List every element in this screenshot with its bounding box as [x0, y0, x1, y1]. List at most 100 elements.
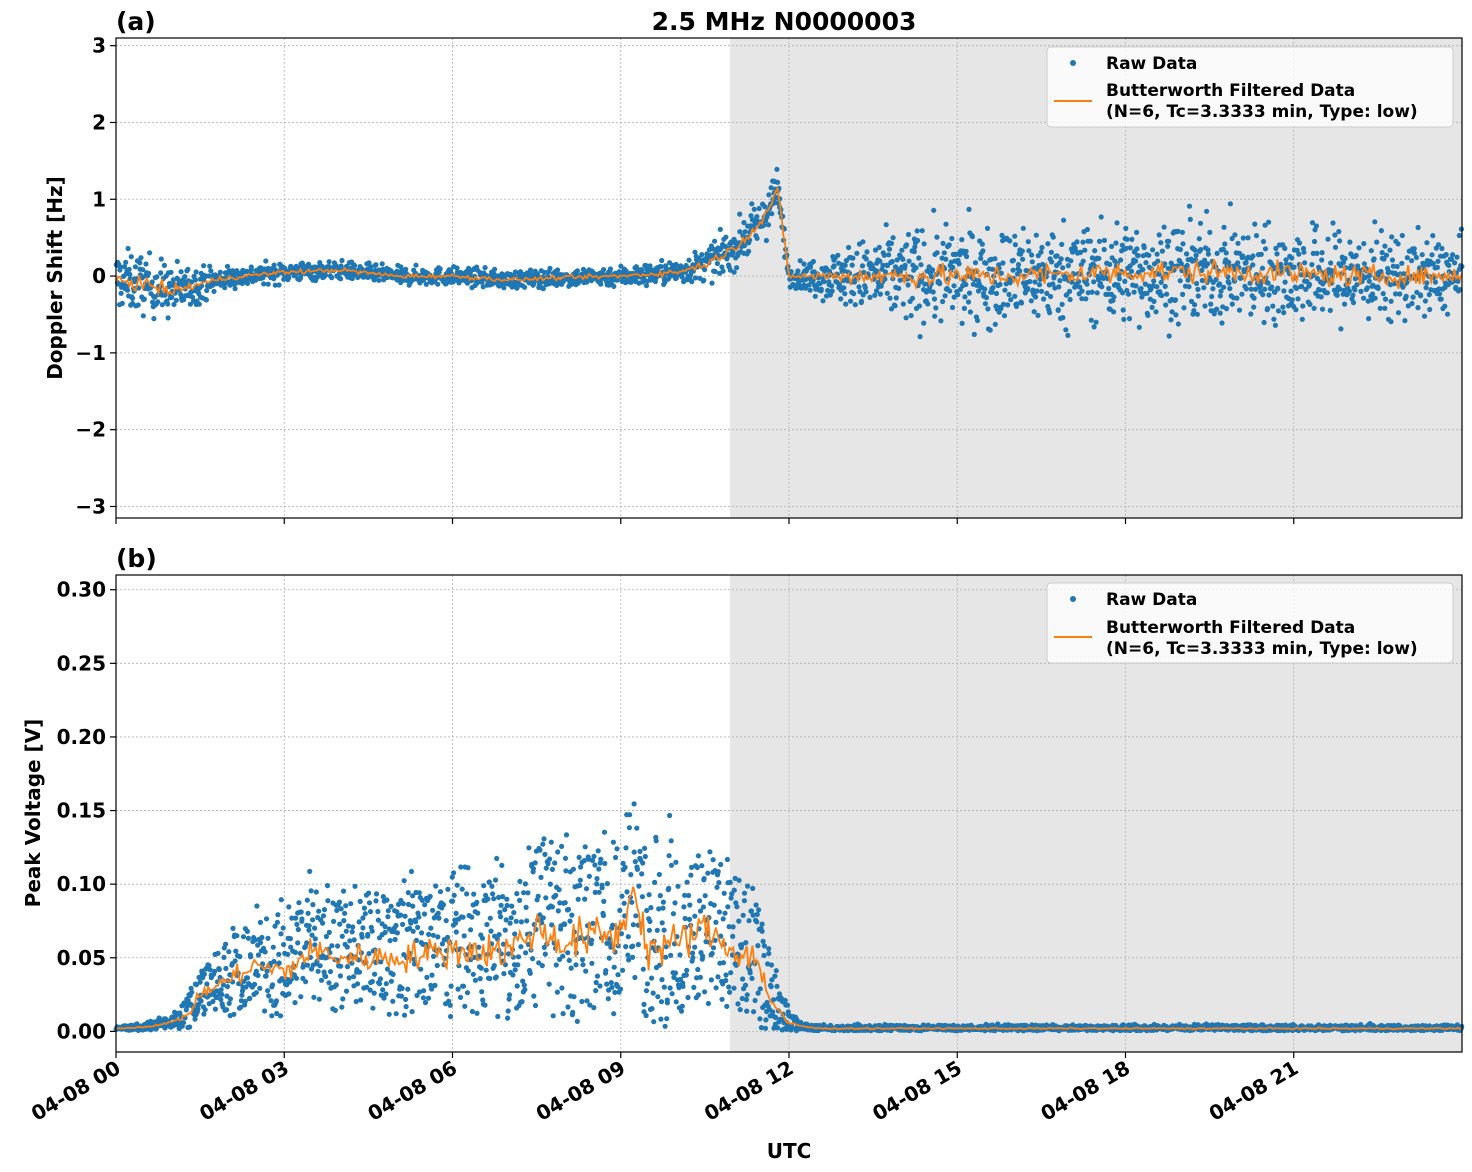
raw-data-point — [982, 301, 989, 307]
raw-data-point — [187, 1024, 193, 1030]
raw-data-point — [919, 228, 925, 234]
raw-data-point — [1260, 238, 1267, 245]
raw-data-point — [312, 925, 318, 931]
raw-data-point — [802, 285, 809, 291]
raw-data-point — [756, 907, 762, 913]
raw-data-point — [1088, 317, 1094, 323]
raw-data-point — [1375, 285, 1381, 291]
raw-data-point — [917, 334, 923, 340]
raw-data-point — [1205, 261, 1211, 267]
raw-data-point — [280, 925, 286, 931]
raw-data-point — [762, 204, 768, 210]
raw-data-point — [562, 921, 568, 928]
raw-data-point — [1038, 249, 1044, 255]
raw-data-point — [751, 1009, 757, 1015]
raw-data-point — [254, 903, 260, 909]
raw-data-point — [382, 929, 388, 936]
raw-data-point — [1119, 242, 1125, 248]
raw-data-point — [773, 1014, 779, 1021]
raw-data-point — [1435, 258, 1441, 264]
raw-data-point — [582, 844, 588, 850]
raw-data-point — [863, 289, 869, 295]
raw-data-point — [655, 994, 661, 1000]
raw-data-point — [543, 865, 549, 871]
raw-data-point — [699, 863, 705, 869]
raw-data-point — [369, 978, 375, 985]
raw-data-point — [287, 936, 293, 942]
raw-data-point — [713, 919, 719, 925]
raw-data-point — [1092, 248, 1098, 254]
raw-data-point — [637, 848, 643, 855]
raw-data-point — [571, 994, 577, 1000]
raw-data-point — [450, 898, 456, 904]
raw-data-point — [741, 243, 748, 249]
raw-data-point — [192, 1016, 198, 1022]
raw-data-point — [875, 279, 881, 286]
raw-data-point — [1266, 219, 1272, 225]
raw-data-point — [1186, 284, 1192, 290]
raw-data-point — [1426, 292, 1432, 298]
raw-data-point — [190, 294, 196, 300]
raw-data-point — [1038, 288, 1045, 294]
raw-data-point — [578, 864, 584, 870]
raw-data-point — [658, 1016, 664, 1022]
raw-data-point — [547, 265, 553, 271]
raw-data-point — [985, 306, 991, 312]
raw-data-point — [711, 902, 717, 908]
raw-data-point — [909, 295, 916, 301]
raw-data-point — [1063, 327, 1069, 333]
raw-data-point — [1140, 267, 1146, 273]
raw-data-point — [341, 918, 347, 924]
raw-data-point — [1175, 321, 1181, 327]
raw-data-point — [460, 983, 467, 989]
raw-data-point — [579, 998, 585, 1005]
raw-data-point — [185, 266, 191, 272]
raw-data-point — [1235, 260, 1241, 266]
raw-data-point — [263, 258, 269, 264]
raw-data-point — [1378, 228, 1384, 234]
raw-data-point — [916, 255, 922, 261]
raw-data-point — [1133, 283, 1139, 289]
raw-data-point — [315, 968, 321, 974]
raw-data-point — [532, 860, 538, 866]
raw-data-point — [195, 1006, 201, 1012]
raw-data-point — [1371, 256, 1377, 262]
raw-data-point — [1166, 238, 1172, 244]
raw-data-point — [504, 902, 510, 909]
raw-data-point — [512, 967, 518, 973]
raw-data-point — [337, 921, 343, 927]
raw-data-point — [730, 933, 736, 940]
raw-data-point — [574, 268, 581, 274]
raw-data-point — [447, 1002, 453, 1008]
raw-data-point — [596, 889, 602, 895]
raw-data-point — [888, 240, 895, 246]
raw-data-point — [270, 944, 276, 950]
raw-data-point — [316, 996, 322, 1002]
raw-data-point — [515, 962, 521, 968]
raw-data-point — [631, 801, 637, 807]
raw-data-point — [444, 991, 450, 997]
raw-data-point — [193, 269, 199, 275]
raw-data-point — [295, 940, 301, 946]
raw-data-point — [565, 950, 571, 956]
raw-data-point — [957, 286, 964, 292]
raw-data-point — [620, 967, 626, 973]
raw-data-point — [656, 871, 662, 878]
raw-data-point — [818, 286, 824, 292]
raw-data-point — [383, 981, 389, 987]
raw-data-point — [496, 932, 502, 938]
raw-data-point — [692, 249, 698, 255]
raw-data-point — [261, 281, 267, 287]
raw-data-point — [1296, 240, 1303, 246]
raw-data-point — [202, 1007, 208, 1013]
raw-data-point — [546, 981, 552, 987]
raw-data-point — [820, 298, 826, 304]
raw-data-point — [286, 904, 292, 910]
raw-data-point — [453, 929, 459, 935]
raw-data-point — [535, 893, 541, 899]
raw-data-point — [661, 927, 667, 933]
raw-data-point — [689, 279, 695, 285]
raw-data-point — [644, 981, 651, 987]
raw-data-point — [989, 266, 996, 272]
raw-data-point — [312, 936, 318, 942]
